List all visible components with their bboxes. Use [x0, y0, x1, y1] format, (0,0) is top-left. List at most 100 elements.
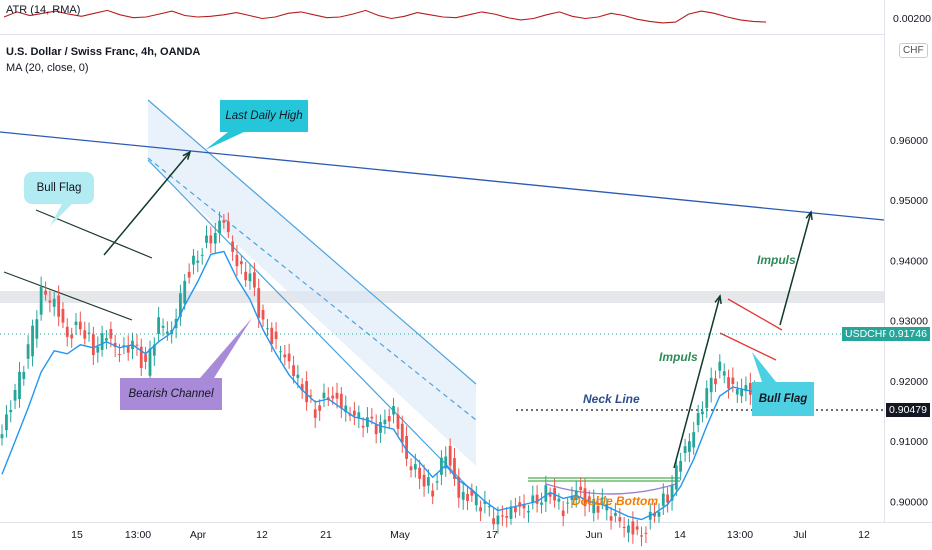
candle-body — [31, 325, 34, 357]
candle-body — [13, 389, 17, 401]
candle-body — [200, 254, 204, 256]
candle-body — [527, 510, 530, 513]
candle-body — [635, 526, 639, 530]
candle-body — [718, 361, 722, 371]
candle-body — [344, 405, 348, 413]
candle-body — [322, 392, 326, 399]
candle-body — [613, 512, 617, 516]
candle-body — [139, 346, 143, 369]
candle-body — [600, 497, 604, 500]
candle-body — [631, 521, 635, 535]
x-tick-label: 14 — [674, 529, 686, 541]
y-tick-label: 0.94000 — [890, 255, 928, 267]
atr-value-label: 0.00200 — [893, 13, 931, 25]
candle-body — [540, 502, 543, 505]
candle-body — [261, 309, 265, 320]
candle-body — [666, 494, 669, 503]
candle-body — [179, 293, 182, 317]
candle-body — [5, 414, 8, 431]
time-axis-border — [0, 522, 932, 523]
bull-flag-right-callout: Bull Flag — [752, 382, 814, 416]
candle-body — [26, 344, 30, 359]
candle-body — [444, 456, 448, 469]
candle-body — [222, 220, 226, 223]
candle-body — [292, 365, 295, 376]
x-tick-label: Jun — [586, 529, 603, 541]
candle-body — [52, 298, 56, 307]
double-bottom-arc — [545, 483, 677, 495]
candle-body — [239, 261, 243, 265]
flag-lower-line — [3, 271, 133, 321]
candle-body — [400, 423, 404, 443]
y-tick-label: 0.90000 — [890, 496, 928, 508]
candle-body — [426, 477, 430, 486]
candle-body — [431, 490, 435, 497]
candle-body — [470, 490, 474, 496]
candle-body — [161, 325, 165, 328]
candle-body — [622, 527, 626, 529]
candle-body — [270, 327, 274, 344]
candle-body — [583, 488, 587, 507]
candle-body — [374, 424, 378, 435]
candle-body — [192, 255, 195, 265]
candle-body — [0, 434, 4, 439]
candle-body — [387, 416, 391, 422]
candle-body — [266, 328, 269, 330]
candle-body — [100, 333, 104, 350]
candle-body — [209, 235, 213, 244]
current-price-tag: 0.91746 — [886, 327, 930, 341]
candle-body — [231, 241, 235, 252]
candle-body — [705, 388, 709, 408]
candle-body — [48, 300, 52, 303]
candle-body — [474, 494, 478, 506]
ma-line — [1, 250, 773, 521]
candle-body — [422, 474, 426, 487]
candle-body — [274, 331, 278, 339]
candle-body — [313, 409, 317, 418]
candle-body — [518, 502, 522, 507]
candle-body — [331, 395, 335, 399]
candle-body — [205, 235, 208, 243]
impulse-arrow-2-head — [714, 294, 722, 305]
bearish-channel-fill — [148, 100, 476, 466]
x-tick-label: 15 — [71, 529, 83, 541]
candle-body — [627, 525, 630, 533]
candle-body — [579, 486, 583, 491]
y-tick-label: 0.92000 — [890, 376, 928, 388]
candle-body — [91, 334, 95, 356]
candle-body — [492, 518, 496, 525]
candle-body — [448, 445, 452, 466]
candle-body — [361, 425, 365, 428]
y-tick-label: 0.93000 — [890, 316, 928, 328]
currency-button[interactable]: CHF — [899, 43, 928, 58]
candle-body — [335, 392, 339, 399]
candle-body — [609, 516, 613, 521]
red-flag-upper-line — [727, 298, 783, 331]
descending-trendline — [0, 131, 885, 221]
impuls-label-2: Impuls — [757, 253, 796, 267]
candle-body — [57, 295, 61, 317]
candle-body — [531, 495, 535, 503]
candle-body — [418, 467, 422, 479]
candle-body — [87, 332, 91, 334]
candle-body — [409, 466, 413, 471]
candle-body — [83, 330, 87, 339]
candle-body — [640, 535, 643, 537]
x-tick-label: 13:00 — [727, 529, 753, 541]
candle-body — [118, 353, 121, 355]
candle-body — [78, 321, 82, 330]
candle-body — [213, 233, 217, 244]
candle-body — [70, 334, 74, 339]
candle-body — [566, 502, 570, 504]
impulse-arrow-3 — [779, 211, 812, 326]
candle-body — [500, 515, 504, 517]
candle-body — [379, 421, 382, 433]
candle-body — [674, 465, 678, 490]
candle-body — [479, 507, 482, 512]
candle-body — [183, 280, 187, 304]
candle-body — [370, 416, 374, 419]
candle-body — [496, 515, 500, 525]
impulse-arrow-1 — [103, 151, 191, 256]
price-axis-border — [884, 0, 885, 522]
